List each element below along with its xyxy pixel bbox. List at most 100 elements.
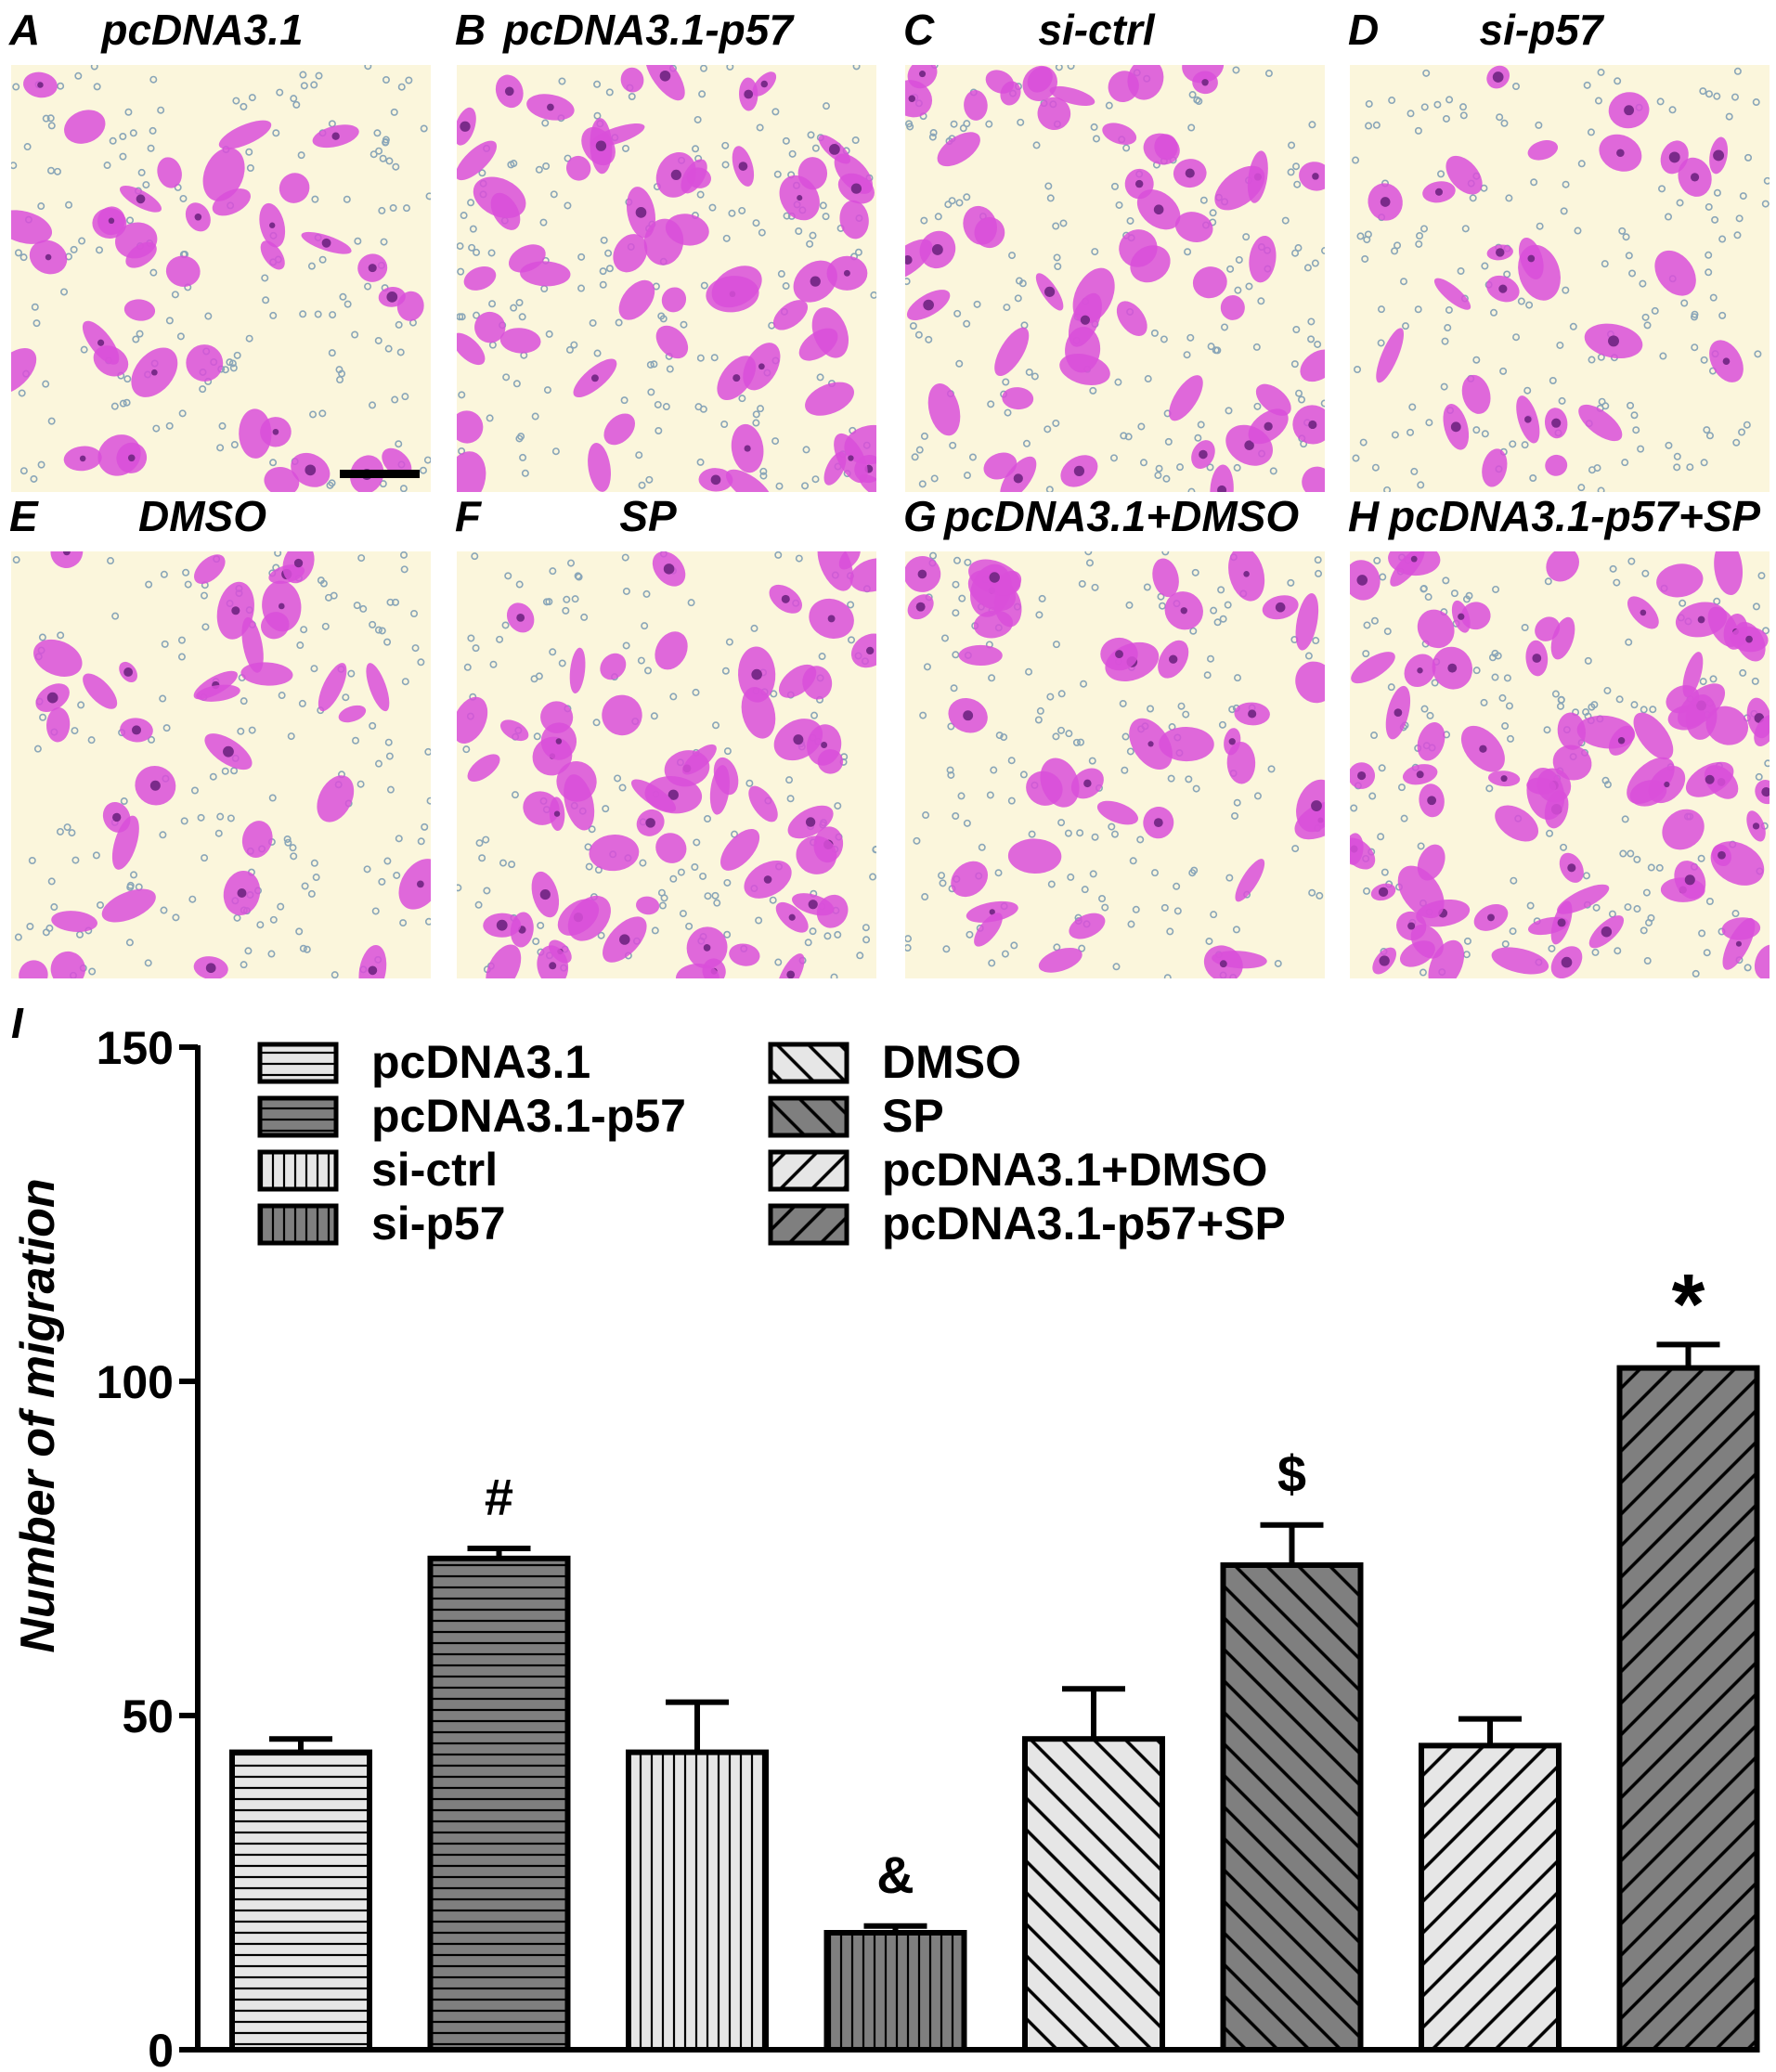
- membrane-pore: [369, 620, 377, 628]
- membrane-pore: [1046, 194, 1055, 202]
- membrane-pore: [1226, 265, 1235, 273]
- membrane-pore: [1630, 411, 1639, 420]
- membrane-pore: [588, 825, 596, 834]
- membrane-pore: [1019, 771, 1028, 779]
- membrane-pore: [218, 421, 227, 430]
- cell-nucleus: [758, 363, 765, 370]
- membrane-pore: [354, 237, 362, 245]
- membrane-pore: [1419, 968, 1427, 977]
- membrane-pore: [1370, 616, 1379, 625]
- membrane-pore: [756, 123, 764, 132]
- membrane-pore: [1501, 939, 1510, 948]
- membrane-pore: [395, 320, 403, 329]
- membrane-pore: [1377, 305, 1385, 314]
- membrane-pore: [834, 930, 842, 939]
- membrane-pore: [1510, 876, 1518, 885]
- panel-title: si-p57: [1480, 6, 1605, 54]
- membrane-pore: [905, 278, 911, 286]
- membrane-pore: [1588, 703, 1596, 711]
- membrane-pore: [811, 144, 820, 152]
- membrane-pore: [462, 745, 471, 754]
- micrograph-panel-d: [1350, 65, 1770, 492]
- stained-cell: [1127, 65, 1164, 100]
- stained-cell: [748, 785, 778, 822]
- cell-nucleus: [272, 428, 279, 435]
- membrane-pore: [928, 133, 937, 141]
- membrane-pore: [1213, 618, 1222, 627]
- membrane-pore: [1415, 240, 1423, 248]
- membrane-pore: [74, 71, 83, 80]
- cell-nucleus: [555, 738, 563, 745]
- membrane-pore: [1044, 182, 1053, 190]
- cell-nucleus: [293, 558, 304, 568]
- membrane-pore: [952, 580, 960, 589]
- membrane-pore: [290, 95, 298, 103]
- bar-5: [1022, 1686, 1165, 2053]
- bars: [229, 1341, 1760, 2053]
- membrane-pore: [473, 248, 481, 256]
- membrane-pore: [1459, 111, 1468, 120]
- membrane-pore: [986, 791, 994, 799]
- membrane-pore: [1046, 693, 1055, 701]
- membrane-pore: [71, 727, 79, 735]
- membrane-pore: [615, 318, 623, 327]
- membrane-pore: [1154, 472, 1162, 480]
- membrane-pore: [460, 212, 468, 220]
- membrane-pore: [331, 971, 339, 978]
- membrane-pore: [1705, 432, 1714, 440]
- cell-nucleus: [539, 889, 551, 900]
- membrane-pore: [395, 835, 403, 843]
- stained-cell: [1300, 349, 1325, 382]
- membrane-pore: [1735, 214, 1744, 223]
- membrane-pore: [1584, 656, 1592, 665]
- membrane-pore: [1556, 341, 1564, 349]
- membrane-pore: [988, 959, 996, 967]
- membrane-pore: [1705, 251, 1713, 259]
- membrane-pore: [802, 446, 810, 454]
- stained-cell: [1130, 245, 1171, 283]
- membrane-pore: [1457, 267, 1465, 276]
- membrane-pore: [1627, 849, 1635, 858]
- membrane-pore: [783, 212, 791, 220]
- cell-nucleus: [1524, 416, 1532, 423]
- membrane-pore: [1192, 784, 1200, 793]
- bar-1: [229, 1736, 372, 2053]
- membrane-pore: [1609, 564, 1617, 573]
- membrane-pore: [593, 111, 602, 120]
- membrane-pore: [386, 785, 395, 794]
- stained-cell: [661, 287, 687, 313]
- membrane-pore: [424, 747, 431, 756]
- stained-cell: [1159, 727, 1214, 762]
- membrane-pore: [1713, 92, 1721, 100]
- membrane-pore: [1078, 579, 1086, 588]
- membrane-pore: [385, 752, 394, 760]
- legend-label: si-ctrl: [371, 1144, 498, 1196]
- stained-cell: [33, 639, 83, 677]
- stained-cell: [1376, 328, 1404, 383]
- membrane-pore: [1132, 905, 1140, 913]
- stained-cell: [817, 749, 844, 774]
- membrane-pore: [19, 467, 28, 475]
- cell-nucleus: [1697, 615, 1705, 624]
- membrane-pore: [639, 859, 647, 867]
- stained-cell: [994, 327, 1030, 376]
- legend-swatch: [257, 1095, 339, 1138]
- membrane-pore: [1472, 356, 1481, 364]
- bar-pattern: [626, 1749, 769, 2053]
- membrane-pore: [1407, 428, 1415, 436]
- membrane-pore: [110, 402, 119, 410]
- membrane-pore: [272, 129, 280, 137]
- membrane-pore: [1314, 556, 1322, 564]
- membrane-pore: [1491, 673, 1499, 681]
- membrane-pore: [592, 719, 601, 727]
- membrane-pore: [923, 663, 931, 671]
- cell-nucleus: [619, 934, 630, 945]
- membrane-pore: [567, 559, 576, 567]
- membrane-pore: [957, 792, 966, 800]
- cell-nucleus: [1450, 421, 1461, 433]
- stained-cell: [964, 90, 988, 121]
- membrane-pore: [604, 249, 613, 257]
- membrane-pore: [119, 152, 127, 161]
- membrane-pore: [300, 82, 308, 90]
- membrane-pore: [1232, 66, 1240, 74]
